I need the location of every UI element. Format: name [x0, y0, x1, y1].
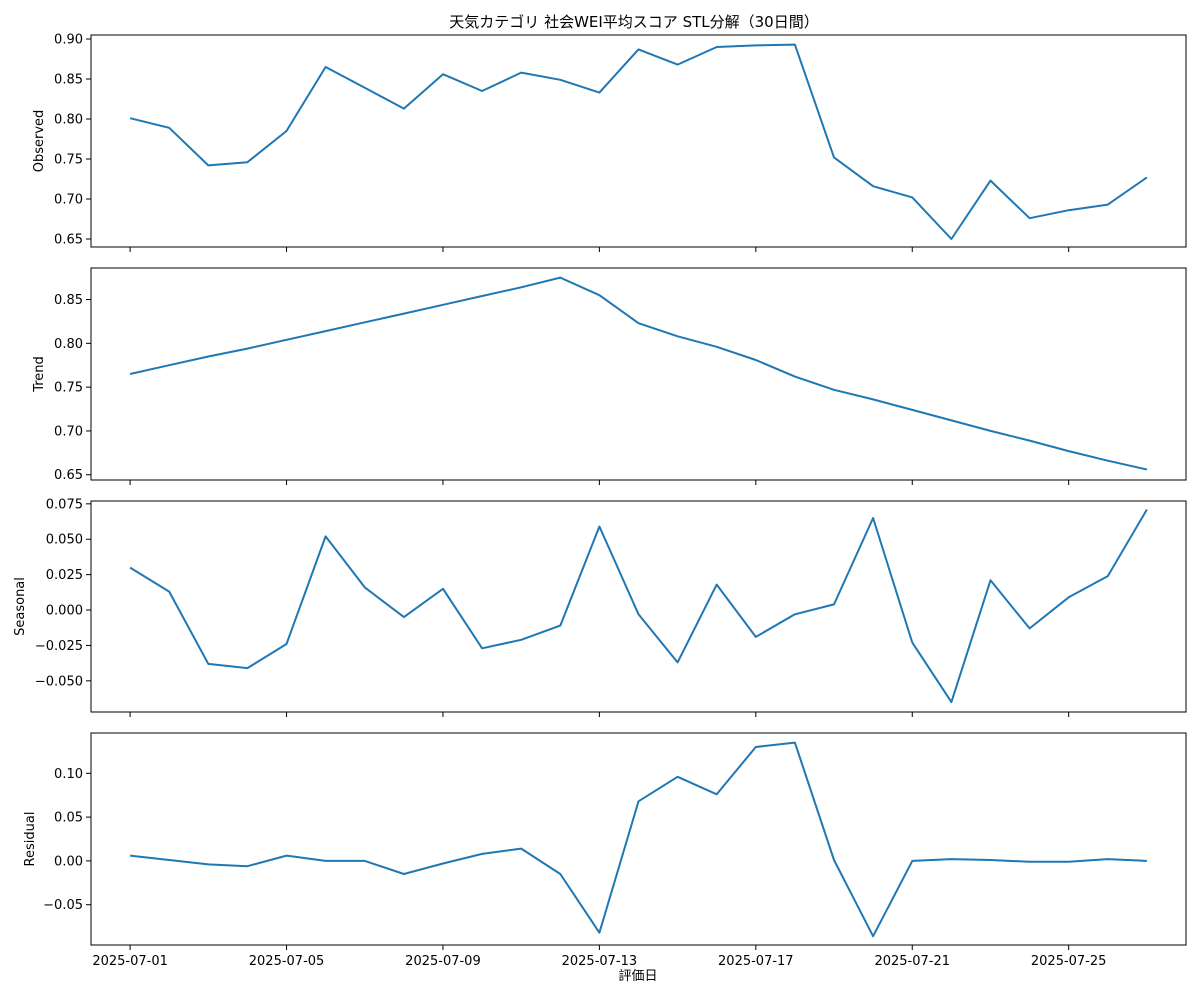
- series-line-residual: [129, 741, 1147, 938]
- y-tick-label: 0.75: [54, 153, 83, 168]
- y-axis-label-observed: Observed: [32, 110, 47, 173]
- y-tick-label: 0.000: [46, 604, 83, 619]
- y-axis-label-residual: Residual: [23, 812, 38, 867]
- y-tick-label: 0.75: [54, 381, 83, 396]
- y-tick-label: 0.00: [54, 854, 83, 869]
- x-tick-label: 2025-07-21: [874, 954, 950, 969]
- x-tick-label: 2025-07-09: [405, 954, 481, 969]
- y-tick-label: 0.075: [46, 497, 83, 512]
- panel-frame: [90, 732, 1187, 946]
- y-tick-label: 0.65: [54, 233, 83, 248]
- y-tick-label: 0.05: [54, 811, 83, 826]
- y-tick-label: 0.85: [54, 73, 83, 88]
- y-tick-label: 0.85: [54, 293, 83, 308]
- y-tick-label: −0.05: [43, 898, 83, 913]
- series-line-observed: [129, 43, 1148, 240]
- y-axis-label-seasonal: Seasonal: [13, 577, 28, 636]
- y-tick-label: 0.10: [54, 767, 83, 782]
- x-tick-label: 2025-07-05: [249, 954, 325, 969]
- panel-seasonal: −0.050 −0.025 0.000 0.025 0.050 0.075 Seasonal: [13, 497, 1187, 717]
- x-tick-label: 2025-07-25: [1031, 954, 1107, 969]
- panel-trend: 0.65 0.70 0.75 0.80 0.85 Trend: [32, 267, 1187, 485]
- series-line-seasonal: [129, 508, 1148, 704]
- y-tick-label: 0.70: [54, 193, 83, 208]
- panel-frame: [90, 500, 1187, 713]
- x-tick-label: 2025-07-17: [718, 954, 794, 969]
- x-tick-label: 2025-07-01: [92, 954, 168, 969]
- x-tick-label: 2025-07-13: [562, 954, 638, 969]
- panel-residual: −0.05 0.00 0.05 0.10 2025-07-01 2025-07-05 202…: [23, 732, 1187, 969]
- series-line-trend: [129, 276, 1148, 471]
- panel-frame: [90, 267, 1187, 481]
- y-tick-label: 0.025: [46, 568, 83, 583]
- y-tick-label: 0.80: [54, 113, 83, 128]
- y-tick-label: 0.80: [54, 337, 83, 352]
- y-tick-label: 0.050: [46, 533, 83, 548]
- y-tick-label: 0.90: [54, 33, 83, 48]
- y-axis-label-trend: Trend: [32, 356, 47, 393]
- y-tick-label: −0.025: [35, 639, 83, 654]
- y-tick-label: −0.050: [35, 674, 83, 689]
- panel-observed: 0.65 0.70 0.75 0.80 0.85 0.90 Observed: [32, 33, 1187, 252]
- y-tick-label: 0.65: [54, 468, 83, 483]
- panel-frame: [90, 34, 1187, 248]
- x-axis-label: 評価日: [618, 969, 657, 984]
- y-tick-label: 0.70: [54, 424, 83, 439]
- chart-title: 天気カテゴリ 社会WEI平均スコア STL分解（30日間）: [449, 13, 818, 31]
